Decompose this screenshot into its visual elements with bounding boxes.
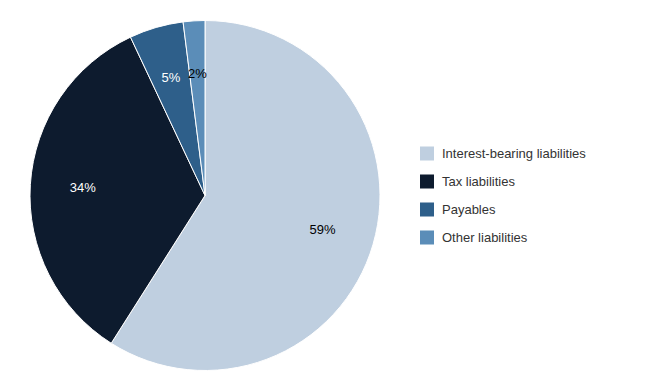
legend: Interest-bearing liabilities Tax liabilit… (420, 146, 586, 245)
legend-item: Other liabilities (420, 230, 528, 245)
data-label: 2% (188, 66, 207, 81)
legend-label: Interest-bearing liabilities (442, 146, 586, 161)
chart-svg: 59% 34% 5% 2% Interest-bearing liabilities Ta… (0, 0, 666, 391)
legend-item: Interest-bearing liabilities (420, 146, 586, 161)
legend-swatch (420, 175, 434, 189)
legend-label: Payables (442, 202, 496, 217)
legend-label: Other liabilities (442, 230, 528, 245)
chart-container: 59% 34% 5% 2% Interest-bearing liabilities Ta… (0, 0, 666, 391)
pie (30, 21, 380, 371)
data-label: 34% (70, 180, 96, 195)
legend-item: Tax liabilities (420, 174, 515, 189)
legend-item: Payables (420, 202, 496, 217)
legend-swatch (420, 147, 434, 161)
legend-swatch (420, 231, 434, 245)
legend-swatch (420, 203, 434, 217)
data-labels: 59% 34% 5% 2% (70, 66, 336, 237)
data-label: 59% (310, 222, 336, 237)
data-label: 5% (161, 70, 180, 85)
legend-label: Tax liabilities (442, 174, 515, 189)
pie-slice (30, 37, 205, 343)
pie-slice (183, 21, 205, 196)
